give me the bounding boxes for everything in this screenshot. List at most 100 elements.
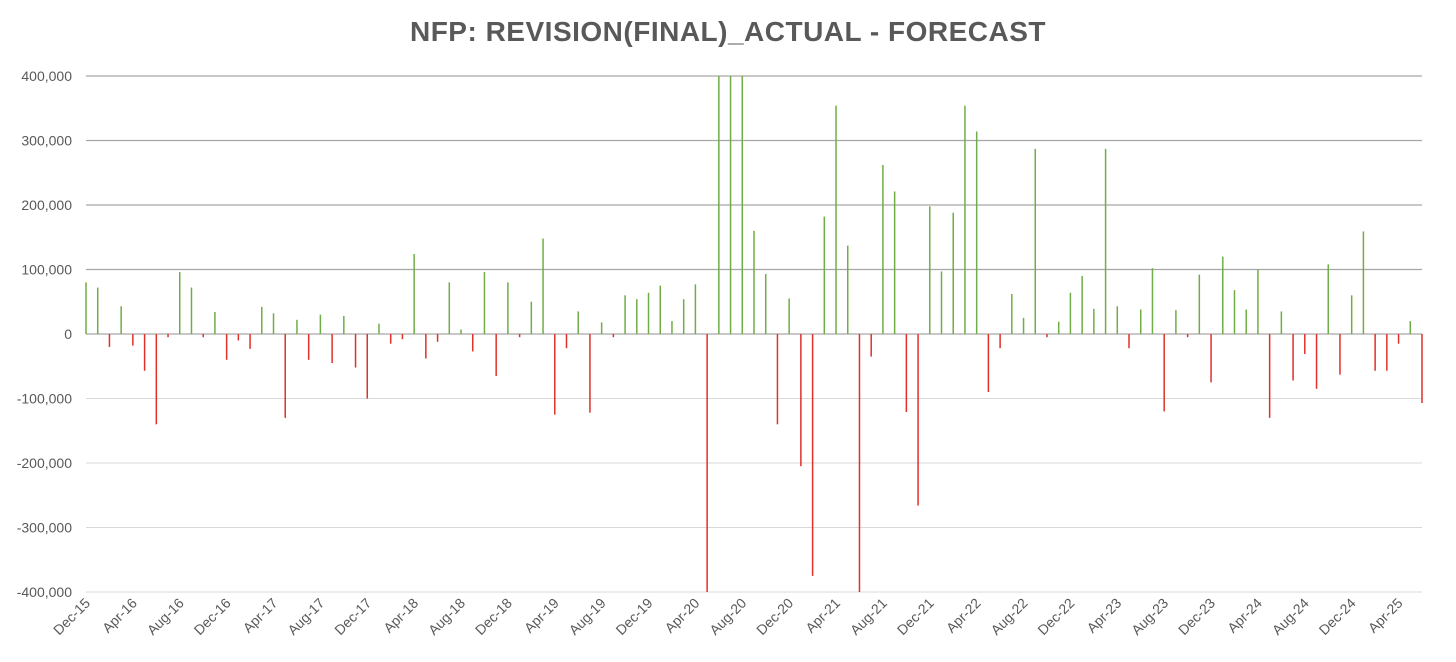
- x-tick-label: Apr-23: [1083, 595, 1124, 636]
- bar-Feb-18: [389, 334, 392, 344]
- bar-Sep-16: [190, 287, 193, 334]
- bar-May-20: [706, 334, 708, 592]
- bar-Aug-23: [1163, 334, 1165, 412]
- bar-Mar-25: [1386, 334, 1388, 371]
- bar-Dec-17: [366, 334, 369, 399]
- gridlines: [86, 75, 1422, 593]
- x-tick-label: Dec-18: [472, 595, 515, 638]
- bar-Jun-22: [999, 334, 1001, 349]
- y-tick-label: 100,000: [21, 262, 72, 278]
- bar-Sep-19: [612, 334, 615, 338]
- bar-Jul-22: [1011, 294, 1013, 334]
- bar-Mar-16: [120, 306, 122, 334]
- x-tick-label: Apr-20: [661, 595, 702, 636]
- y-tick-label: 300,000: [21, 133, 72, 149]
- bar-Nov-16: [214, 312, 216, 334]
- bar-Aug-18: [460, 329, 462, 334]
- bar-Mar-19: [542, 238, 544, 334]
- bar-Oct-22: [1046, 334, 1048, 338]
- bar-Mar-22: [964, 105, 966, 334]
- bar-May-18: [425, 334, 427, 359]
- bar-May-22: [987, 334, 990, 393]
- x-tick-label: Dec-19: [612, 595, 655, 638]
- bar-Apr-20: [694, 284, 697, 334]
- bar-Sep-22: [1034, 148, 1037, 334]
- bar-Feb-16: [108, 334, 111, 347]
- bar-Nov-18: [495, 334, 497, 376]
- x-tick-label: Apr-25: [1365, 595, 1406, 636]
- bar-Feb-17: [249, 334, 251, 349]
- bars: [85, 76, 1423, 592]
- bar-Jan-16: [96, 287, 99, 334]
- x-tick-label: Apr-18: [380, 595, 421, 636]
- bar-Dec-16: [225, 334, 228, 360]
- x-tick-label: Aug-18: [425, 595, 468, 638]
- x-tick-label: Aug-16: [144, 595, 187, 638]
- bar-Feb-23: [1093, 308, 1095, 334]
- x-tick-label: Aug-24: [1269, 595, 1312, 638]
- bar-Jun-18: [436, 334, 439, 342]
- bar-Feb-20: [671, 321, 673, 334]
- x-tick-label: Dec-16: [191, 595, 234, 638]
- bar-Nov-24: [1339, 334, 1341, 375]
- bar-Apr-17: [272, 313, 275, 334]
- x-tick-label: Apr-19: [521, 595, 562, 636]
- bar-May-16: [143, 334, 146, 371]
- bar-Mar-20: [682, 299, 685, 334]
- bar-Oct-19: [624, 295, 626, 334]
- x-tick-label: Dec-23: [1175, 595, 1218, 638]
- bar-Oct-21: [905, 334, 908, 413]
- bar-Jun-21: [858, 334, 861, 592]
- x-tick-label: Apr-17: [240, 595, 281, 636]
- bar-Jul-24: [1292, 334, 1294, 381]
- bar-Jan-17: [237, 334, 240, 341]
- bar-Jul-17: [307, 334, 310, 360]
- bar-Jul-19: [589, 334, 591, 413]
- y-axis-tick-labels: 400,000 300,000 200,000 100,000 0 -100,000 -20…: [17, 68, 72, 600]
- bar-Mar-23: [1104, 148, 1107, 334]
- bar-Dec-20: [788, 298, 790, 334]
- bar-Apr-21: [835, 105, 837, 334]
- bar-Jul-20: [729, 76, 732, 334]
- x-tick-label: Apr-21: [802, 595, 843, 636]
- bar-Jun-23: [1139, 309, 1142, 334]
- bar-Sep-18: [471, 334, 474, 352]
- bar-Oct-24: [1327, 264, 1329, 334]
- bar-Jul-16: [167, 334, 169, 338]
- bar-Mar-21: [823, 216, 826, 334]
- bar-Apr-19: [554, 334, 556, 415]
- bar-Feb-21: [811, 334, 814, 576]
- x-tick-label: Aug-23: [1128, 595, 1171, 638]
- bar-May-21: [847, 245, 849, 334]
- bar-Mar-17: [261, 306, 263, 334]
- bar-Nov-21: [917, 334, 919, 506]
- bar-Oct-16: [202, 334, 204, 338]
- x-tick-label: Aug-21: [847, 595, 890, 638]
- bar-Feb-25: [1374, 334, 1376, 371]
- bar-May-23: [1128, 334, 1130, 349]
- x-tick-label: Aug-20: [706, 595, 749, 638]
- bar-Feb-19: [530, 301, 533, 334]
- bar-Jan-22: [940, 271, 943, 334]
- bar-Aug-16: [179, 272, 181, 334]
- x-tick-label: Dec-15: [50, 595, 93, 638]
- bar-Oct-17: [343, 315, 345, 334]
- bar-Oct-20: [764, 274, 767, 334]
- bar-May-24: [1268, 334, 1271, 418]
- bar-Nov-23: [1198, 274, 1201, 334]
- x-tick-label: Dec-22: [1034, 595, 1077, 638]
- bar-Dec-24: [1350, 295, 1353, 334]
- bar-Jan-21: [800, 334, 802, 467]
- bar-Mar-18: [401, 334, 404, 340]
- bar-Jul-18: [448, 282, 451, 334]
- bar-Oct-23: [1186, 334, 1189, 338]
- bar-Mar-24: [1245, 309, 1247, 334]
- bar-Nov-17: [354, 334, 357, 368]
- y-tick-label: 200,000: [21, 197, 72, 213]
- bar-Aug-19: [600, 322, 603, 334]
- bar-Aug-24: [1304, 334, 1306, 354]
- bar-Jan-20: [659, 285, 661, 334]
- bar-Sep-21: [893, 191, 896, 334]
- bar-Dec-21: [929, 206, 931, 334]
- bar-Jun-16: [155, 334, 158, 425]
